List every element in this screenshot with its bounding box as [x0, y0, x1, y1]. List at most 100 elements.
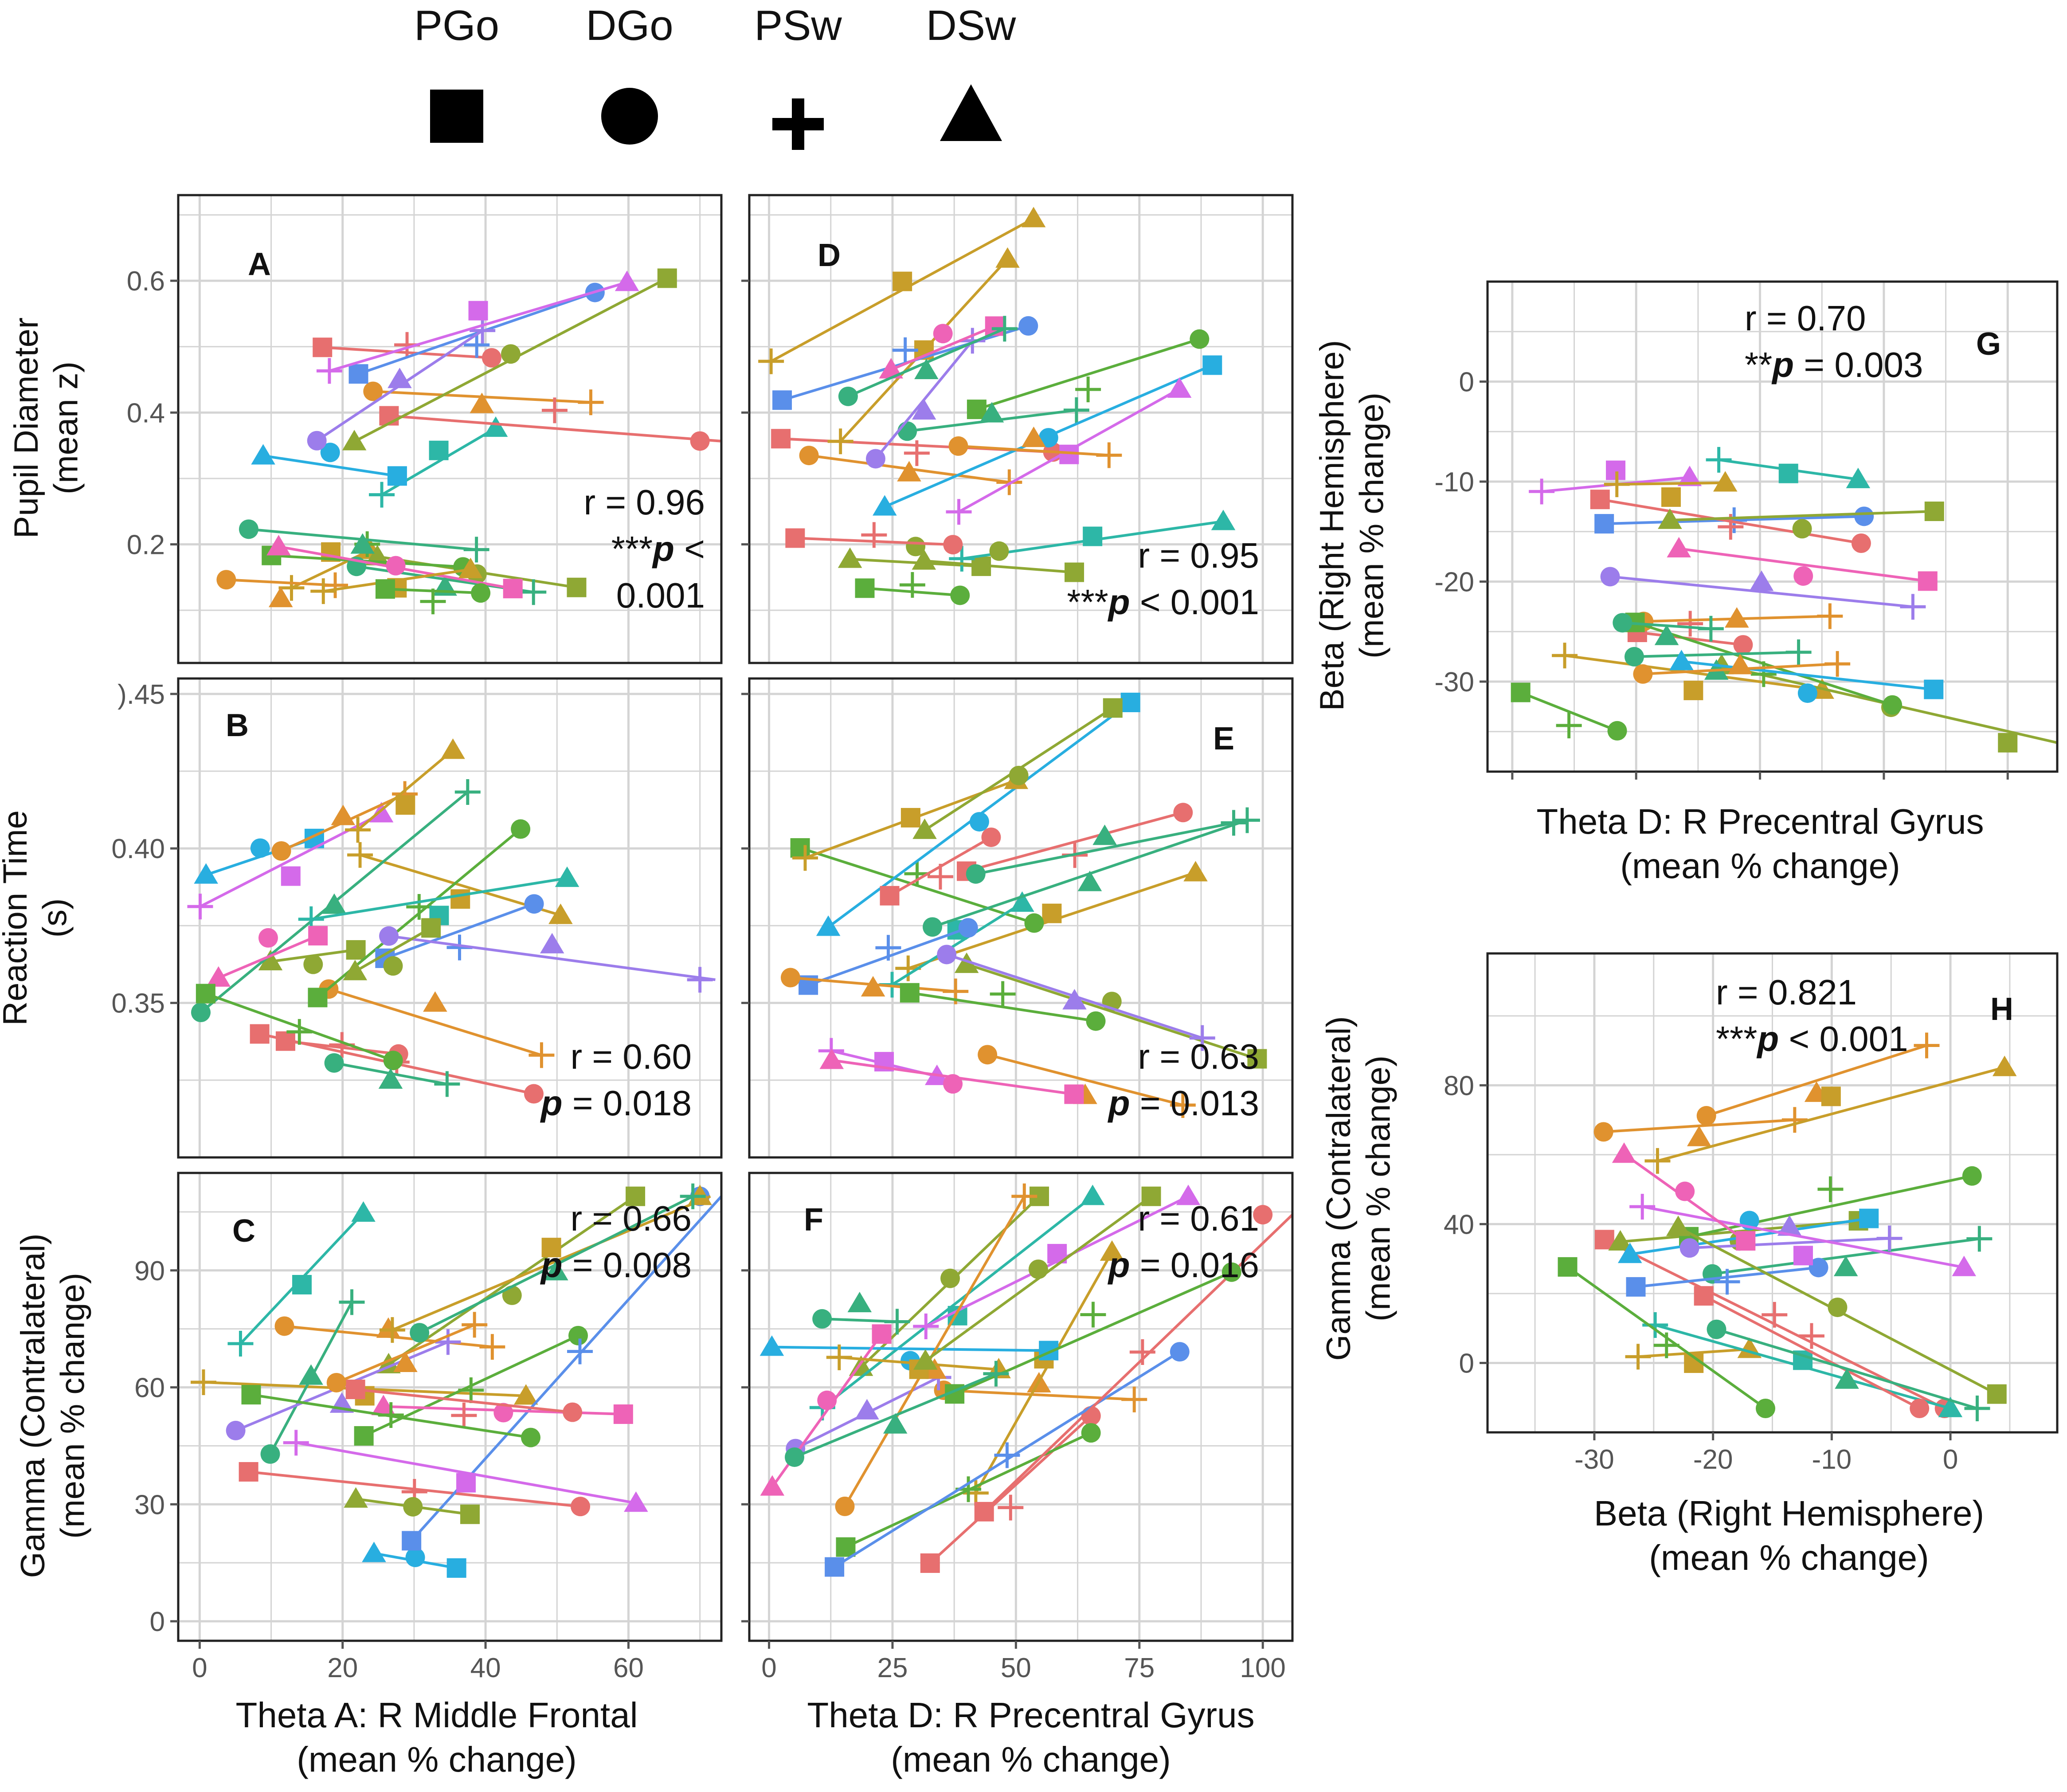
panel-D: Dr = 0.95 ***p < 0.001: [741, 194, 1294, 664]
data-point: [278, 575, 305, 601]
data-point: [799, 446, 819, 466]
xlabel-beta-h-line: (mean % change): [1649, 1538, 1929, 1577]
data-point: [541, 397, 568, 423]
legend-circle-icon: [601, 88, 658, 145]
x-tick-label: 50: [1001, 1653, 1031, 1683]
data-point: [1190, 329, 1210, 349]
data-point: [785, 528, 805, 548]
data-point: [403, 1497, 423, 1517]
ylabel-beta-g-line: (mean % change): [1353, 392, 1391, 659]
y-tick-label: 0.6: [127, 266, 165, 297]
data-point: [450, 889, 470, 909]
data-point: [873, 495, 897, 516]
data-point: [375, 579, 395, 599]
data-point: [1755, 1399, 1775, 1418]
data-point: [1633, 664, 1653, 684]
data-point: [1938, 1396, 1963, 1417]
data-point: [191, 1002, 211, 1022]
fit-line: [1679, 547, 1928, 583]
data-point: [900, 983, 920, 1003]
fit-line: [958, 444, 1109, 457]
fit-line: [329, 281, 628, 373]
data-point: [393, 1351, 418, 1372]
data-point: [1022, 426, 1046, 447]
data-point: [1024, 913, 1044, 933]
ylabel-pupil-line: Pupil Diameter: [8, 318, 45, 538]
panel-F-grid: [749, 1173, 1292, 1641]
data-point: [1793, 1246, 1813, 1266]
data-point: [196, 984, 215, 1004]
fit-line: [929, 1415, 1092, 1565]
y-tick-label: 0: [150, 1607, 165, 1637]
data-point: [460, 1504, 480, 1524]
data-point: [567, 1338, 593, 1365]
data-point: [567, 577, 587, 597]
xlabel-theta-d: Theta D: R Precentral Gyrus (mean % chang…: [807, 1695, 1254, 1779]
data-point: [435, 1329, 461, 1355]
data-point: [883, 1413, 908, 1434]
data-point: [320, 443, 340, 463]
data-point: [402, 1531, 422, 1551]
data-point: [615, 271, 639, 291]
data-point: [1817, 603, 1843, 629]
panel-F: 0 25 50 75 100 F r = 0.61 p = 0.016: [741, 1172, 1294, 1683]
data-point: [281, 866, 301, 886]
data-point: [912, 399, 936, 420]
fit-line: [1564, 654, 1823, 692]
y-tick-label: 30: [134, 1490, 165, 1520]
x-tick-label: 0: [192, 1653, 207, 1683]
panel-E: Er = 0.63 p = 0.013: [741, 677, 1294, 1159]
fit-line: [1689, 1237, 1890, 1250]
data-point: [514, 1384, 538, 1405]
data-point: [879, 358, 903, 379]
legend-label-dgo: DGo: [586, 2, 673, 49]
data-point: [1625, 1344, 1651, 1370]
data-point: [880, 886, 900, 906]
ylabel-gamma-line: (mean % change): [54, 1273, 92, 1539]
data-point: [989, 541, 1009, 561]
data-point: [1080, 1302, 1106, 1328]
data-point: [1556, 713, 1582, 739]
data-point: [687, 967, 713, 993]
data-point: [308, 926, 328, 946]
data-point: [1694, 1286, 1714, 1306]
data-point: [322, 572, 348, 598]
panel-D-frame: [748, 194, 1294, 664]
data-point: [1642, 1312, 1668, 1338]
data-point: [855, 1399, 879, 1419]
fit-line: [975, 821, 1234, 875]
fit-line: [263, 454, 398, 478]
panel-A-frame: [177, 194, 723, 664]
data-point: [1617, 1243, 1642, 1263]
legend-square-icon: [430, 90, 483, 143]
data-point: [1080, 1184, 1105, 1205]
data-point: [1728, 654, 1753, 674]
data-point: [1846, 467, 1871, 488]
data-point: [1824, 651, 1851, 677]
data-point: [899, 572, 925, 598]
data-point: [1762, 1302, 1788, 1328]
fit-line: [1634, 651, 1799, 658]
data-point: [563, 1402, 583, 1422]
data-point: [1683, 680, 1703, 700]
ylabel-beta-g-line: Beta (Right Hemisphere): [1313, 340, 1351, 711]
data-point: [914, 358, 939, 379]
y-tick-label: ).45: [117, 679, 165, 710]
data-point: [274, 1316, 294, 1336]
ylabel-rt-line: (s): [36, 898, 74, 938]
data-point: [1677, 466, 1702, 486]
data-point: [994, 1442, 1020, 1468]
data-point: [286, 1019, 313, 1045]
ylabel-rt-line: Reaction Time: [0, 810, 34, 1026]
data-point: [1962, 1166, 1982, 1186]
stat-r: r = 0.66: [570, 1199, 692, 1238]
data-point: [1778, 463, 1798, 483]
legend-label-dsw: DSw: [926, 2, 1016, 49]
data-point: [1189, 1025, 1215, 1051]
panel-letter: F: [804, 1202, 823, 1238]
data-point: [1658, 508, 1682, 529]
fit-line: [226, 578, 336, 587]
y-tick-label: 40: [1444, 1209, 1474, 1240]
panel-A-data: [216, 268, 720, 615]
data-point: [923, 917, 943, 937]
